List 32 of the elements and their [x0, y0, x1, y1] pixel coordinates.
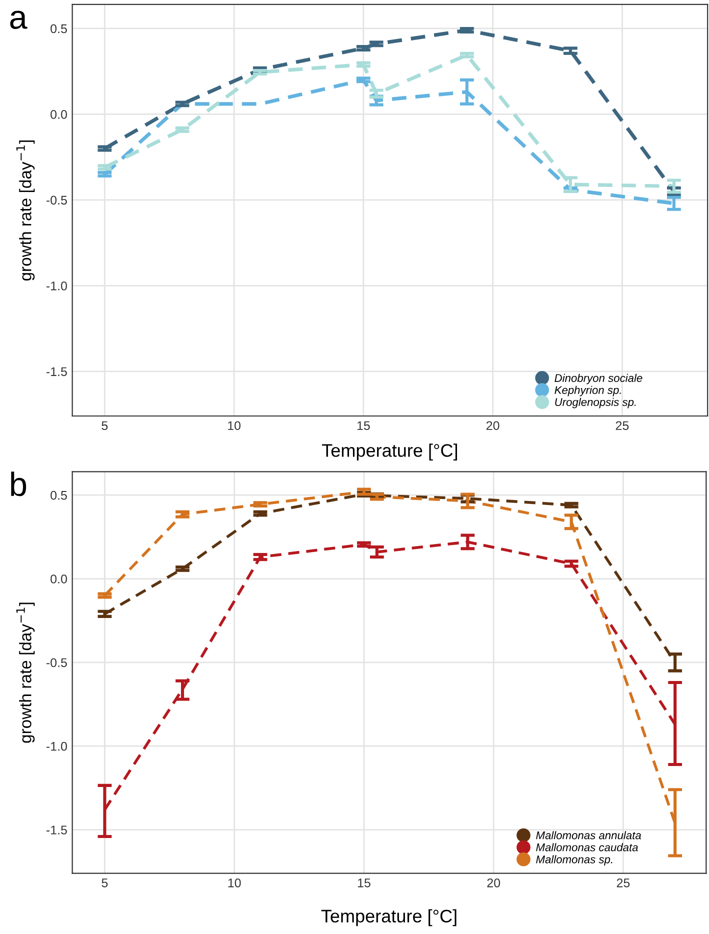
- x-tick-label: 5: [102, 878, 108, 888]
- y-tick-label: -0.5: [46, 658, 67, 668]
- y-axis-title: growth rate [day$^{−1}$]: [16, 140, 35, 281]
- x-tick-label: 10: [228, 421, 241, 430]
- legend-label: Dinobryon sociale: [554, 374, 642, 384]
- legend-label: Mallomonas annulata: [536, 831, 641, 840]
- y-tick-label: 0.0: [50, 574, 67, 584]
- x-tick-label: 20: [486, 421, 500, 430]
- y-tick-label: -1.5: [46, 367, 67, 376]
- y-tick-label: -1.5: [46, 826, 67, 834]
- x-tick-label: 5: [102, 421, 108, 430]
- x-tick-label: 20: [487, 878, 500, 888]
- y-tick-label: 0.0: [50, 110, 67, 119]
- x-tick-label: 10: [228, 878, 241, 888]
- y-axis-title: growth rate [day$^{−1}$]: [16, 602, 35, 743]
- x-axis-title: Temperature [°C]: [321, 909, 456, 926]
- y-tick-label: -1.0: [46, 281, 67, 290]
- y-tick-label: 0.5: [50, 490, 67, 500]
- legend-label: Uroglenopsis sp.: [555, 398, 636, 408]
- y-tick-label: 0.5: [50, 24, 67, 34]
- x-tick-label: 15: [358, 878, 370, 888]
- legend-label: Mallomonas caudata: [536, 843, 638, 852]
- chart-title: b: [11, 472, 26, 496]
- x-tick-label: 25: [616, 421, 629, 430]
- legend-label: Mallomonas sp.: [536, 855, 612, 866]
- chart-title: a: [10, 10, 28, 29]
- y-tick-label: -0.5: [46, 196, 67, 205]
- x-axis-title: Temperature [°C]: [322, 444, 457, 460]
- x-tick-label: 15: [357, 421, 370, 430]
- legend-label: Kephyrion sp.: [554, 386, 621, 396]
- x-tick-label: 25: [616, 878, 630, 888]
- y-tick-label: -1.0: [46, 742, 67, 751]
